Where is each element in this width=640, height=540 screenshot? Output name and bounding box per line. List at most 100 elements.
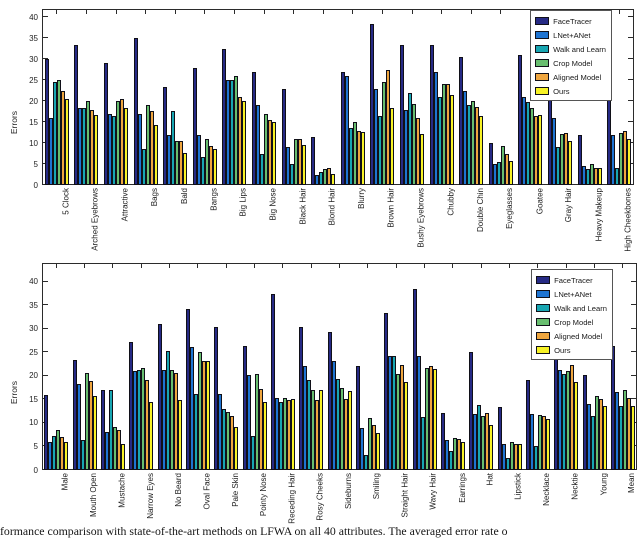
x-tick (411, 10, 413, 14)
x-tick (293, 10, 295, 14)
bar (86, 101, 91, 185)
x-tick (381, 10, 383, 14)
y-tick-label: 25 (29, 75, 38, 85)
x-tick (509, 264, 510, 268)
y-tick (43, 327, 48, 329)
bar (196, 134, 201, 185)
bar (278, 402, 283, 470)
bar (396, 374, 401, 470)
x-tick (282, 264, 284, 268)
legend-swatch (535, 73, 550, 81)
bar (509, 442, 514, 470)
x-tick (55, 264, 57, 268)
legend: FaceTracer LNet+ANet Walk and Learn Crop Mo… (531, 269, 613, 360)
bar (108, 113, 112, 185)
bar (378, 116, 383, 185)
bar (496, 161, 501, 185)
bar (420, 417, 425, 470)
y-tick (628, 16, 633, 18)
bar (282, 398, 287, 470)
bar (586, 404, 591, 470)
x-category-label-text: High Cheekbones (623, 188, 633, 252)
bar (518, 55, 523, 185)
bar (500, 146, 505, 185)
y-tick-label: 15 (29, 117, 38, 127)
x-category-label-text: Lipstick (514, 473, 523, 500)
bar (525, 379, 530, 470)
x-category-label-text: Pointy Nose (259, 473, 268, 517)
x-tick (310, 264, 312, 268)
x-tick (565, 264, 567, 268)
x-tick (197, 264, 199, 268)
x-category-label-text: Black Hair (298, 188, 308, 225)
bar (429, 44, 434, 185)
bar (560, 133, 564, 185)
y-tick (631, 351, 636, 353)
x-category-label-text: Rosy Cheeks (315, 473, 325, 521)
legend-swatch (535, 31, 550, 39)
x-tick (56, 10, 58, 14)
bar (622, 390, 627, 470)
bar (488, 143, 493, 185)
bar (230, 80, 235, 185)
x-category-label-text: Attractive (120, 188, 130, 222)
bar (161, 369, 166, 470)
bar (177, 400, 182, 470)
bar (340, 71, 345, 185)
bar (149, 401, 154, 470)
bar (388, 356, 393, 470)
x-category-label-text: Necktie (570, 473, 580, 500)
bar (538, 114, 543, 185)
bar (285, 147, 290, 185)
bar (323, 169, 328, 185)
x-tick (395, 264, 397, 268)
bar (157, 324, 162, 470)
bar (293, 138, 298, 185)
bar (212, 149, 217, 185)
x-category-label-text: Mean (627, 473, 637, 494)
bar (452, 438, 457, 470)
bar (250, 435, 255, 470)
bar (100, 390, 105, 470)
bar (48, 117, 53, 185)
y-tick-label: 15 (29, 394, 38, 404)
bar (242, 101, 247, 185)
bar (363, 455, 368, 470)
top-bar-chart: 0 5 10 15 20 25 30 35 40 5 Clock Arched Eyebrows At… (9, 9, 634, 252)
bar (141, 368, 146, 470)
bar (400, 364, 405, 470)
legend-swatch (536, 276, 551, 284)
bar (529, 414, 534, 470)
x-category-label-text: Narrow Eyes (145, 473, 155, 519)
legend-swatch (535, 17, 550, 25)
legend-swatch (536, 332, 551, 340)
bar (301, 145, 306, 185)
bar (481, 415, 486, 470)
bar (594, 395, 599, 470)
bar (416, 117, 420, 185)
x-category-label-text: Heavy Makeup (594, 188, 604, 242)
bar (359, 427, 364, 470)
bar (412, 103, 416, 185)
bar (449, 94, 454, 185)
bar (149, 111, 154, 185)
bar (133, 371, 138, 470)
legend-entry: Aligned Model (536, 329, 607, 343)
bar (492, 164, 497, 185)
bar (52, 82, 57, 185)
legend-label: Walk and Learn (553, 44, 606, 54)
bar (564, 132, 568, 185)
x-category-label-text: Straight Hair (400, 473, 410, 518)
bar (335, 378, 340, 470)
legend-label: FaceTracer (553, 16, 592, 26)
y-tick-label: 35 (29, 300, 38, 310)
x-category-label-text: Eyeglasses (505, 188, 515, 229)
x-tick (367, 264, 369, 268)
y-tick (628, 100, 633, 102)
bar (299, 326, 304, 470)
bar (331, 360, 336, 470)
x-category-label-text: 5 Clock (61, 188, 71, 215)
bar (44, 59, 49, 185)
bar (597, 168, 602, 185)
bar (404, 381, 409, 470)
